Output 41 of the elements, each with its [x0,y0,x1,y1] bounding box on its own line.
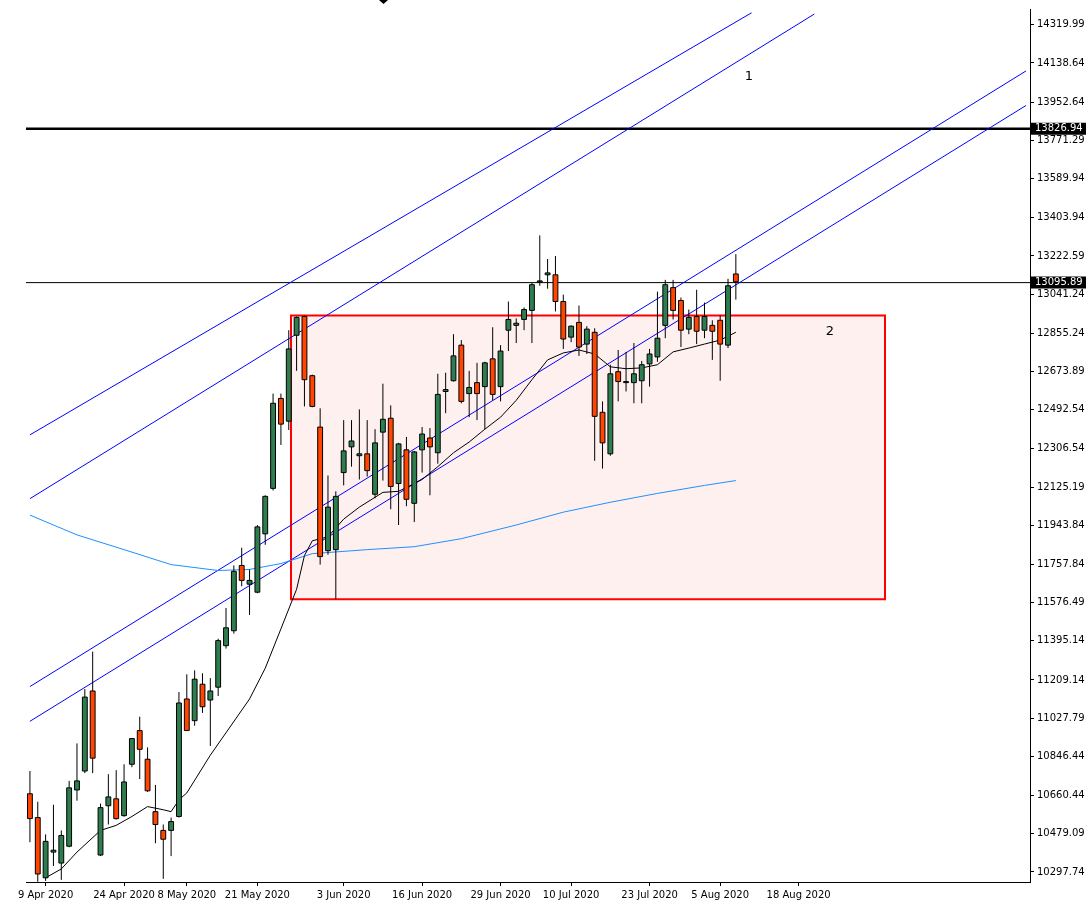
annotation: 1 [744,68,754,84]
y-tick-label: 11943.84 [1037,518,1085,530]
x-tick-label: 29 Jun 2020 [470,888,531,900]
y-tick-label: 10297.74 [1037,865,1085,877]
x-tick-label: 24 Apr 2020 [93,888,155,900]
x-tick-label: 23 Jul 2020 [621,888,678,900]
candlestick [372,428,378,499]
x-tick-label: 21 May 2020 [224,888,290,900]
band-label: 2 [825,322,835,338]
y-tick-label: 12306.54 [1037,442,1085,454]
y-tick-label: 10479.09 [1037,827,1085,839]
candlestick [678,297,684,348]
y-tick-label: 11395.14 [1037,634,1085,646]
y-tick-label: 12673.89 [1037,365,1085,377]
y-tick-label: 11757.84 [1037,558,1085,570]
ref-line-label: 13826.94 [1035,122,1083,134]
x-tick-label: 9 Apr 2020 [17,888,74,900]
y-tick-label: 13771.29 [1037,133,1085,145]
y-tick-label: 11576.49 [1037,596,1085,608]
y-tick-label: 12855.24 [1037,326,1085,338]
x-tick-label: 10 Jul 2020 [542,888,600,900]
x-tick-label: 8 May 2020 [157,888,217,900]
y-tick-label: 13589.94 [1037,172,1085,184]
y-tick-label: 13403.94 [1037,211,1085,223]
y-tick-label: 12125.19 [1037,480,1085,492]
y-tick-label: 10846.44 [1037,749,1085,761]
y-tick-label: 14319.99 [1037,18,1085,30]
y-tick-label: 14138.64 [1037,56,1085,68]
ref-line-label: 13095.89 [1035,276,1083,288]
y-tick-label: 13222.59 [1037,249,1085,261]
candlestick [521,306,528,331]
x-tick-label: 18 Aug 2020 [766,888,831,900]
x-tick-label: 3 Jun 2020 [316,888,371,900]
y-tick-label: 13952.64 [1037,95,1085,107]
x-tick-label: 5 Aug 2020 [691,888,750,900]
x-tick-label: 16 Jun 2020 [392,888,453,900]
y-tick-label: 11027.79 [1037,711,1085,723]
y-tick-label: 11209.14 [1037,673,1085,685]
y-tick-label: 13041.24 [1037,287,1085,299]
y-tick-label: 12492.54 [1037,403,1085,415]
y-tick-label: 10660.44 [1037,789,1085,801]
